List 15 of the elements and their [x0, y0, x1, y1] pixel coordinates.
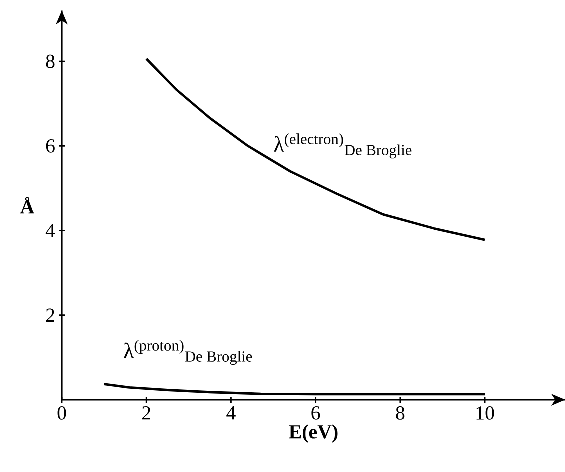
x-tick-label: 6: [312, 406, 320, 420]
x-tick-label: 8: [396, 406, 405, 420]
y-tick-label: 4: [46, 224, 56, 238]
x-tick-label: 4: [226, 406, 236, 420]
x-axis-title: E(eV): [289, 424, 338, 443]
series-label: λ$^{(electron)}$De Broglie: [274, 134, 412, 159]
y-tick-label: 6: [46, 139, 55, 153]
line-series: [145, 58, 486, 242]
y-axis-title: Å: [20, 197, 35, 214]
series-label: λ$^{(proton)}$De Broglie: [124, 340, 252, 366]
x-tick-label: 10: [476, 406, 494, 420]
y-tick-label: 2: [46, 308, 54, 322]
x-tick-label: 2: [142, 406, 150, 420]
y-tick-label: 8: [46, 54, 55, 68]
x-tick-label: 0: [58, 406, 66, 420]
